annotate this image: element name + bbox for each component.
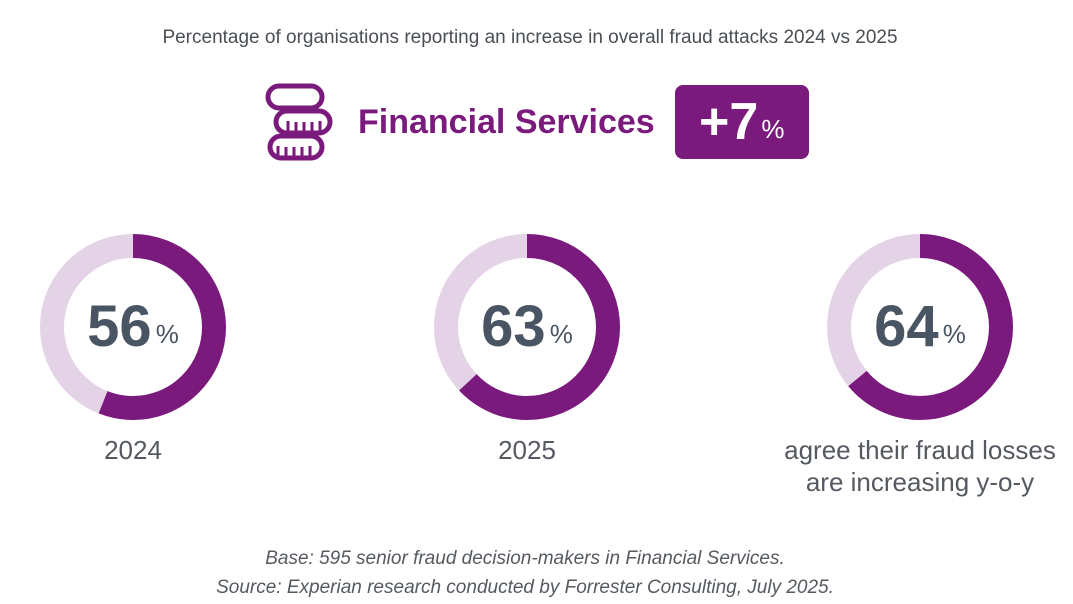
donut-svg xyxy=(40,234,226,420)
donut-2025: 63 % 2025 xyxy=(377,232,677,466)
donut-arc xyxy=(434,234,620,420)
sector-title: Financial Services xyxy=(358,102,655,141)
donut-label: agree their fraud losses are increasing … xyxy=(784,435,1056,497)
donut-svg xyxy=(827,234,1013,420)
donut-label: 2025 xyxy=(498,435,556,465)
change-badge: +7 % xyxy=(674,85,809,159)
change-value: +7 xyxy=(699,93,759,151)
donut-losses: 64 % agree their fraud losses are increa… xyxy=(770,232,1070,498)
donut-number: 56 xyxy=(87,294,152,359)
donut-unit: % xyxy=(549,318,573,349)
headline: Financial Services +7 % xyxy=(264,78,809,166)
donut-arc xyxy=(40,234,226,420)
donut-value: 63 % xyxy=(432,232,622,422)
donut-2024: 56 % 2024 xyxy=(0,232,283,466)
coins-icon xyxy=(265,83,333,161)
donut-value: 56 % xyxy=(38,232,228,422)
donut-chart: 56 % xyxy=(38,232,228,422)
donut-svg xyxy=(434,234,620,420)
donut-number: 64 xyxy=(874,294,939,359)
donut-arc xyxy=(827,234,1013,420)
donut-chart: 63 % xyxy=(432,232,622,422)
footnote-base: Base: 595 senior fraud decision-makers i… xyxy=(265,548,785,569)
donut-label: 2024 xyxy=(104,435,162,465)
donut-chart: 64 % xyxy=(825,232,1015,422)
donut-unit: % xyxy=(942,318,966,349)
donut-value: 64 % xyxy=(825,232,1015,422)
chart-subtitle: Percentage of organisations reporting an… xyxy=(162,27,898,48)
donut-unit: % xyxy=(155,318,179,349)
donut-number: 63 xyxy=(481,294,546,359)
footnote-source: Source: Experian research conducted by F… xyxy=(216,577,834,598)
change-unit: % xyxy=(761,113,785,144)
